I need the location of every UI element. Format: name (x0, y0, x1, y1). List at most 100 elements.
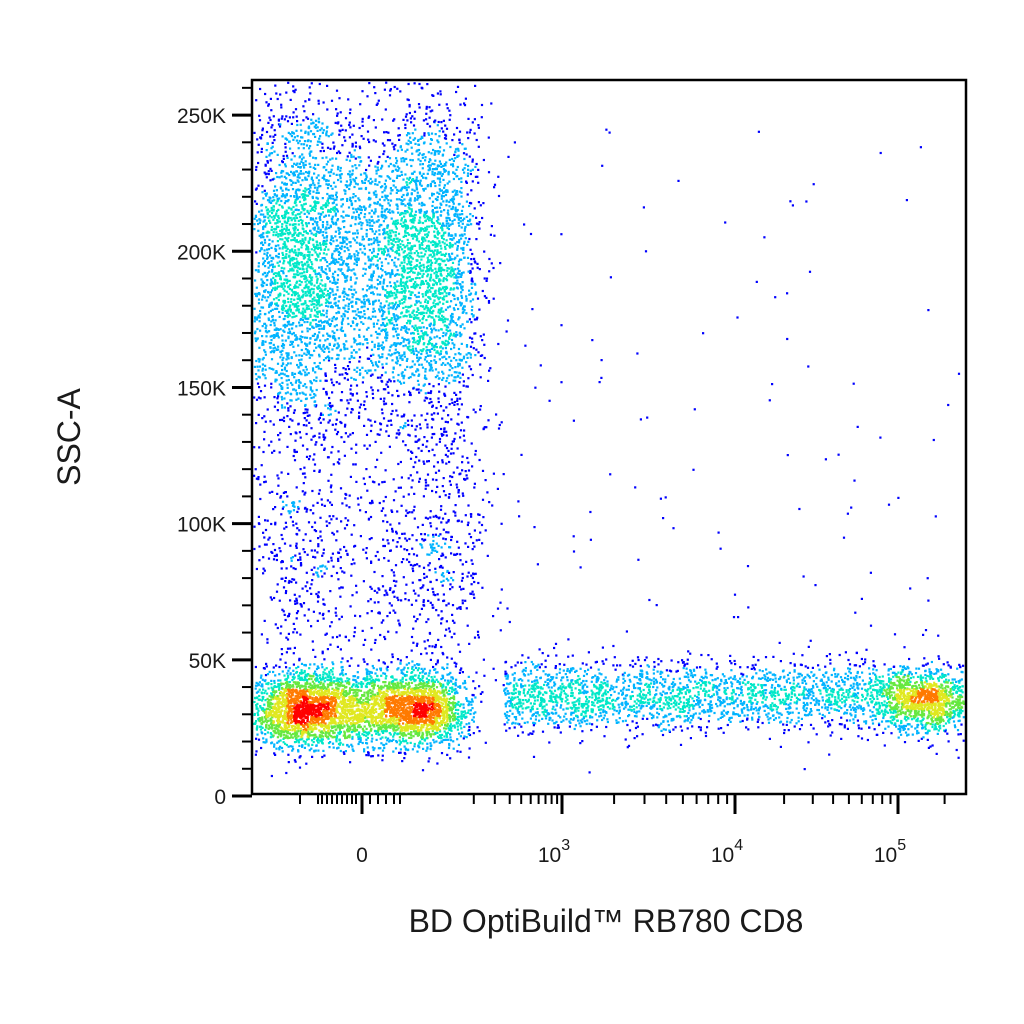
event-dot (439, 90, 441, 92)
event-dot (444, 445, 446, 447)
event-dot (313, 173, 315, 175)
event-dot (395, 308, 397, 310)
event-dot (314, 126, 316, 128)
event-dot (277, 286, 279, 288)
event-dot (258, 358, 260, 360)
event-dot (282, 357, 284, 359)
event-dot (272, 196, 274, 198)
event-dot (275, 379, 277, 381)
event-dot (302, 385, 304, 387)
event-dot (323, 359, 325, 361)
event-dot (279, 432, 281, 434)
event-dot (281, 195, 283, 197)
event-dot (416, 259, 418, 261)
event-dot (474, 85, 476, 87)
event-dot (270, 320, 272, 322)
event-dot (282, 262, 284, 264)
event-dot (409, 322, 411, 324)
event-dot (313, 249, 315, 251)
event-dot (324, 257, 326, 259)
event-dot (441, 371, 443, 373)
event-dot (301, 153, 303, 155)
event-dot (285, 165, 287, 167)
event-dot (447, 362, 449, 364)
event-dot (451, 402, 453, 404)
event-dot (452, 165, 454, 167)
event-dot (385, 289, 387, 291)
event-dot (445, 225, 447, 227)
event-dot (275, 372, 277, 374)
event-dot (413, 414, 415, 416)
event-dot (419, 357, 421, 359)
event-dot (306, 321, 308, 323)
event-dot (401, 302, 403, 304)
event-dot (305, 398, 307, 400)
event-dot (305, 276, 307, 278)
event-dot (364, 305, 366, 307)
event-dot (469, 294, 471, 296)
event-dot (493, 235, 495, 237)
event-dot (257, 269, 259, 271)
event-dot (407, 248, 409, 250)
event-dot (428, 261, 430, 263)
event-dot (462, 312, 464, 314)
event-dot (416, 195, 418, 197)
event-dot (264, 265, 266, 267)
event-dot (344, 193, 346, 195)
event-dot (354, 149, 356, 151)
event-dot (303, 166, 305, 168)
event-dot (280, 328, 282, 330)
event-dot (335, 302, 337, 304)
event-dot (429, 159, 431, 161)
event-dot (297, 271, 299, 273)
event-dot (322, 224, 324, 226)
event-dot (346, 247, 348, 249)
event-dot (275, 245, 277, 247)
event-dot (348, 288, 350, 290)
event-dot (310, 277, 312, 279)
event-dot (264, 242, 266, 244)
event-dot (411, 419, 413, 421)
event-dot (326, 163, 328, 165)
event-dot (299, 140, 301, 142)
event-dot (336, 419, 338, 421)
event-dot (448, 375, 450, 377)
event-dot (407, 339, 409, 341)
event-dot (444, 164, 446, 166)
event-dot (432, 269, 434, 271)
event-dot (278, 197, 280, 199)
event-dot (417, 180, 419, 182)
event-dot (442, 286, 444, 288)
event-dot (284, 367, 286, 369)
event-dot (278, 311, 280, 313)
event-dot (349, 122, 351, 124)
event-dot (420, 305, 422, 307)
event-dot (293, 132, 295, 134)
event-dot (403, 394, 405, 396)
event-dot (387, 139, 389, 141)
event-dot (385, 82, 387, 84)
event-dot (323, 434, 325, 436)
event-dot (431, 256, 433, 258)
event-dot (309, 338, 311, 340)
event-dot (321, 328, 323, 330)
event-dot (396, 189, 398, 191)
event-dot (269, 222, 271, 224)
event-dot (278, 265, 280, 267)
event-dot (304, 239, 306, 241)
event-dot (269, 367, 271, 369)
event-dot (446, 239, 448, 241)
event-dot (422, 269, 424, 271)
event-dot (283, 318, 285, 320)
event-dot (303, 147, 305, 149)
event-dot (389, 232, 391, 234)
event-dot (393, 286, 395, 288)
event-dot (388, 176, 390, 178)
event-dot (295, 286, 297, 288)
event-dot (419, 217, 421, 219)
event-dot (458, 225, 460, 227)
event-dot (403, 216, 405, 218)
event-dot (358, 417, 360, 419)
event-dot (373, 242, 375, 244)
event-dot (392, 240, 394, 242)
